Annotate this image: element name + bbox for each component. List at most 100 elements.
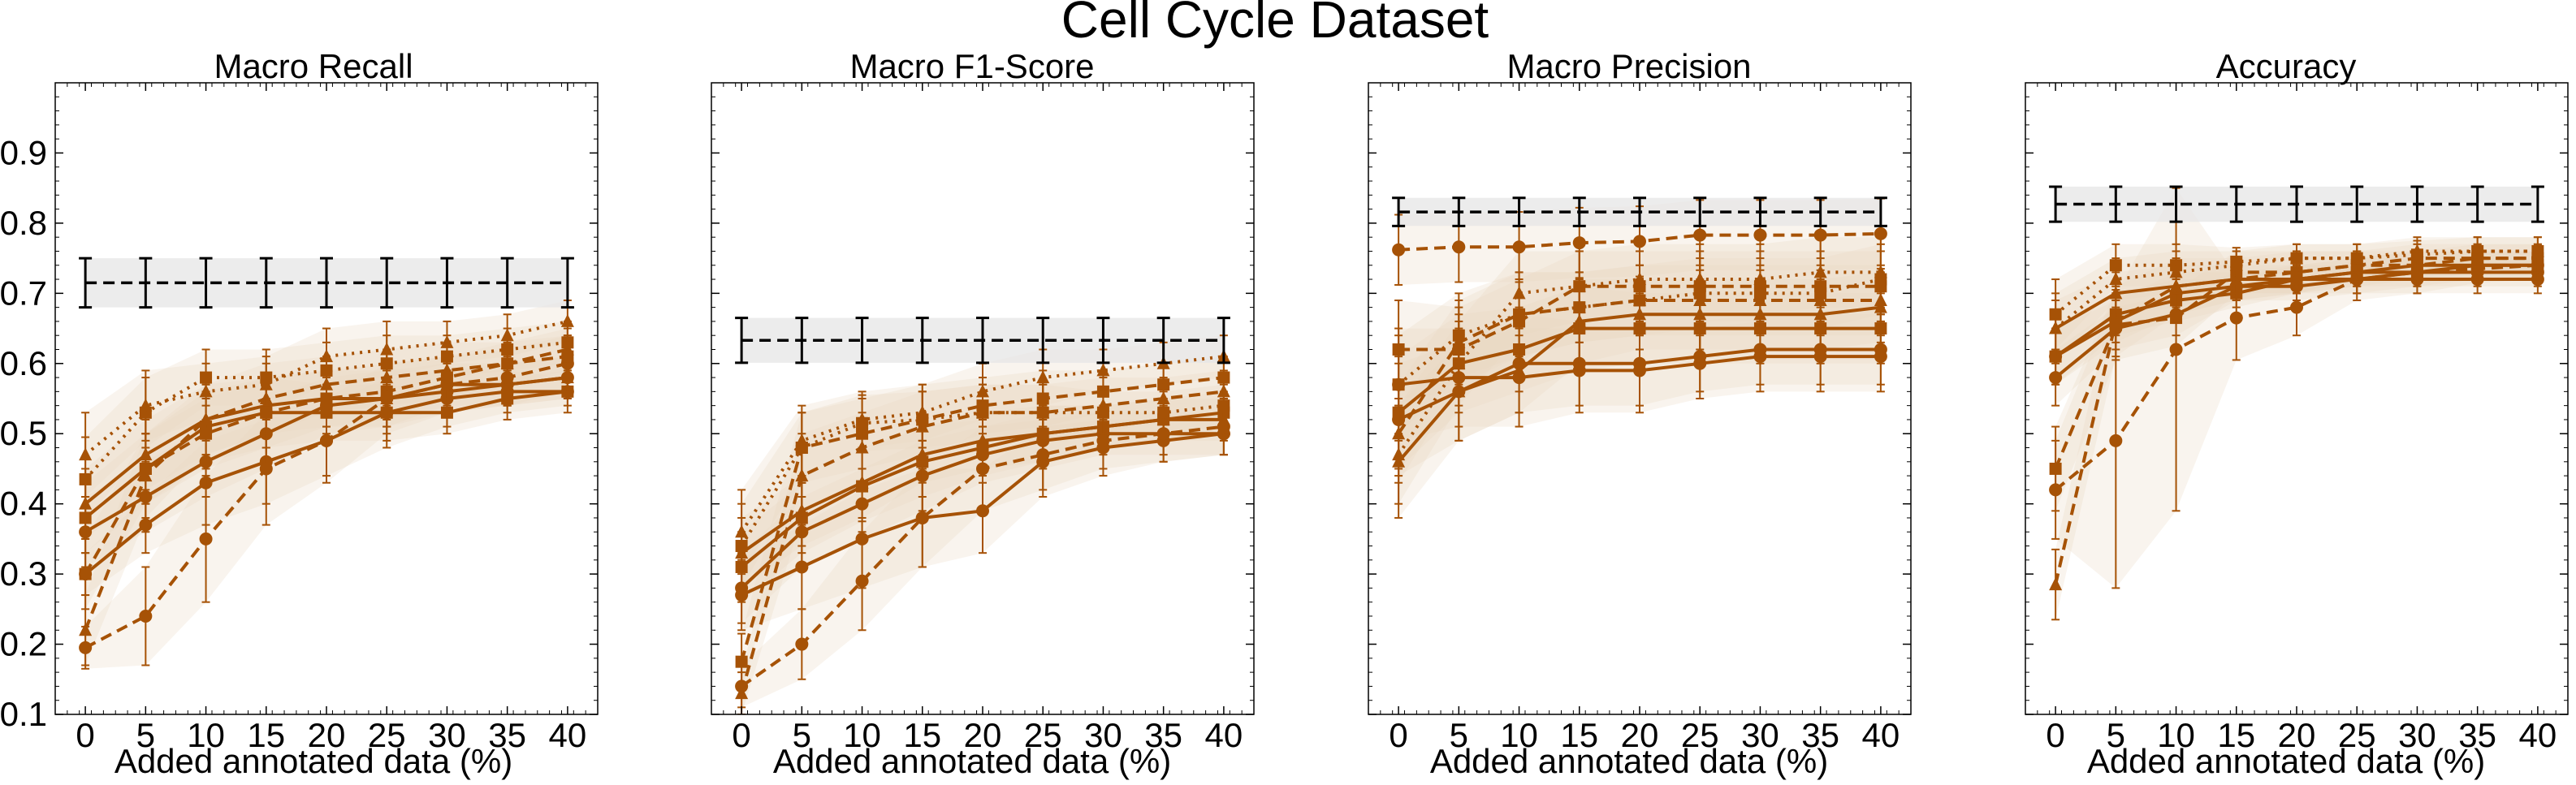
x-axis-label-accuracy: Added annotated data (%) [2087,742,2485,780]
series-line-7 [84,355,568,576]
x-tick-label: 10 [2157,716,2195,754]
y-tick-label: 0.1 [0,695,47,733]
data-point [1096,433,1110,447]
reference-line-group [79,257,574,309]
x-tick-label: 20 [2278,716,2316,754]
x-tick-label: 10 [1500,716,1538,754]
x-axis-label-macro-precision: Added annotated data (%) [1430,742,1828,780]
data-point [2229,257,2243,271]
x-tick-label: 35 [488,716,526,754]
y-tick-label: 0.2 [0,625,47,663]
x-tick-label: 15 [1560,716,1598,754]
plot-content [2049,185,2544,621]
data-point [1512,286,1526,300]
series-line-5 [2054,263,2539,491]
data-point [2109,318,2122,331]
data-point [380,342,394,356]
data-point [1452,356,1466,369]
data-point [2410,244,2424,257]
data-point [2290,300,2303,314]
data-point [1693,272,1707,286]
data-point [1572,278,1586,292]
x-tick-label: 0 [76,716,94,754]
data-point [139,398,153,412]
data-point [2290,251,2303,265]
data-point [1036,448,1050,462]
series-9 [1392,236,1887,505]
data-point [735,524,749,538]
x-tick-label: 20 [308,716,346,754]
data-point [1036,406,1049,419]
data-point [1392,243,1406,257]
data-point [1392,378,1405,391]
panel-title-accuracy: Accuracy [2216,47,2357,85]
x-tick-label: 10 [843,716,881,754]
series-line-8 [2054,249,2538,316]
x-tick-label: 15 [2217,716,2255,754]
x-tick-label: 0 [732,716,750,754]
x-tick-label: 30 [1741,716,1779,754]
x-tick-label: 30 [428,716,466,754]
x-tick-label: 5 [1450,716,1468,754]
data-point [2109,433,2123,447]
x-tick-label: 40 [1205,716,1243,754]
data-point [976,384,989,398]
data-point [2169,265,2183,278]
data-point [139,609,153,623]
series-line-8 [1397,278,1882,386]
plot-area-accuracy: 0 5 10 15 20 25 30 35 40 [2025,82,2569,754]
plot-area-macro-f1-score: 0 5 10 15 20 25 30 35 40 [711,82,1255,754]
data-point [735,655,748,668]
x-tick-label: 0 [1389,716,1407,754]
x-tick-label: 40 [1862,716,1900,754]
data-point [320,349,333,363]
data-point [560,313,574,327]
data-point [259,462,273,476]
data-point [1753,228,1767,242]
data-point [2350,251,2364,265]
data-point [1572,236,1586,250]
y-tick-label: 0.5 [0,414,47,452]
data-point [1096,406,1109,419]
y-tick-label: 0.4 [0,485,47,523]
panel-accuracy: Accuracy Added annotated data (%) 0 5 10 15… [2025,47,2569,780]
series-9 [2049,236,2544,364]
data-point [199,384,213,398]
plot-area-macro-precision: 0 5 10 15 20 25 30 35 40 [1368,82,1912,754]
data-point [855,412,869,425]
data-point [199,532,213,546]
panel-title-macro-precision: Macro Precision [1506,47,1751,85]
x-axis-label-macro-recall: Added annotated data (%) [115,742,512,780]
series-line-6 [2054,257,2538,585]
data-point [1512,363,1526,377]
data-point [2049,462,2062,475]
x-tick-label: 40 [549,716,587,754]
x-tick-label: 25 [2338,716,2376,754]
data-point [500,328,514,342]
data-point [976,462,989,476]
data-point [915,405,929,419]
x-tick-label: 5 [2107,716,2125,754]
data-point [440,334,454,348]
data-point [855,574,869,588]
data-point [1096,363,1110,377]
series-9 [79,299,574,498]
y-tick-label: 0.8 [0,204,47,242]
data-point [1753,272,1767,286]
data-point [1813,265,1827,278]
x-tick-label: 15 [247,716,285,754]
x-tick-label: 25 [1681,716,1719,754]
data-point [200,427,213,440]
data-point [259,377,273,390]
panel-title-macro-recall: Macro Recall [214,47,413,85]
y-tick-label: 0.9 [0,133,47,171]
data-point [1512,240,1526,254]
data-point [139,462,152,475]
plot-content [1392,196,1887,519]
x-tick-label: 25 [1024,716,1062,754]
x-tick-label: 10 [187,716,225,754]
panel-title-macro-f1-score: Macro F1-Score [849,47,1094,85]
data-point [1813,228,1827,242]
y-tick-label: 0.3 [0,554,47,593]
